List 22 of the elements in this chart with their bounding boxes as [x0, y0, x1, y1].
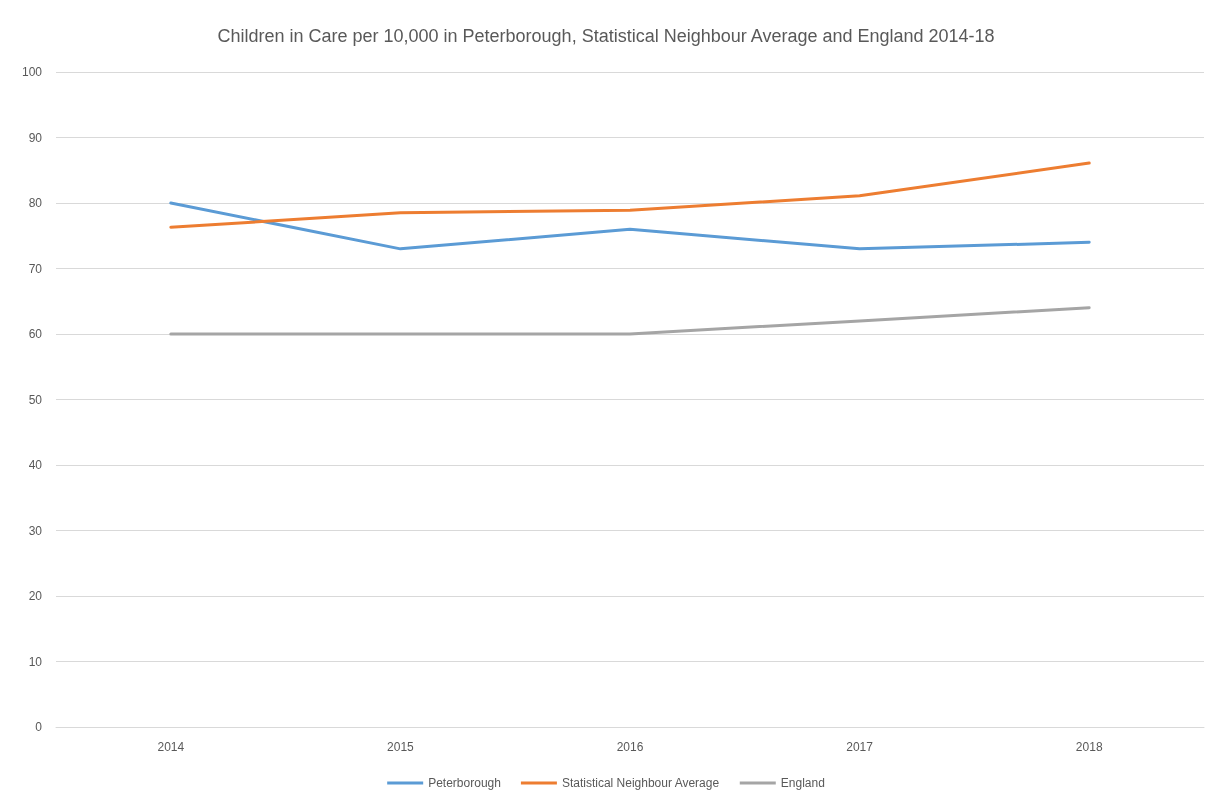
x-tick-label: 2014 [157, 740, 185, 754]
y-tick-label: 70 [28, 261, 43, 276]
x-tick-label: 2018 [1075, 740, 1103, 754]
y-tick-label: 50 [28, 392, 43, 407]
x-tick-label: 2015 [387, 740, 415, 754]
y-tick-label: 10 [28, 654, 43, 669]
y-tick-label: 20 [28, 589, 43, 603]
legend-label: Peterborough [428, 776, 501, 790]
x-tick-label: 2016 [616, 740, 644, 754]
y-tick-label: 30 [28, 523, 43, 538]
line-series [169, 161, 1091, 229]
legend-label: Statistical Neighbour Average [561, 776, 720, 790]
x-tick-label: 2017 [846, 740, 874, 754]
y-tick-label: 90 [28, 130, 43, 145]
y-tick-label: 80 [28, 196, 43, 210]
y-tick-label: 100 [21, 65, 43, 79]
y-tick-label: 0 [35, 720, 43, 734]
legend-label: England [780, 776, 825, 790]
y-tick-label: 60 [28, 327, 43, 341]
y-tick-label: 40 [28, 458, 43, 472]
line-series [169, 201, 1091, 251]
chart-title: Children in Care per 10,000 in Peterborough, Statistical Neighbour Average and England 2014-18 [217, 26, 995, 46]
